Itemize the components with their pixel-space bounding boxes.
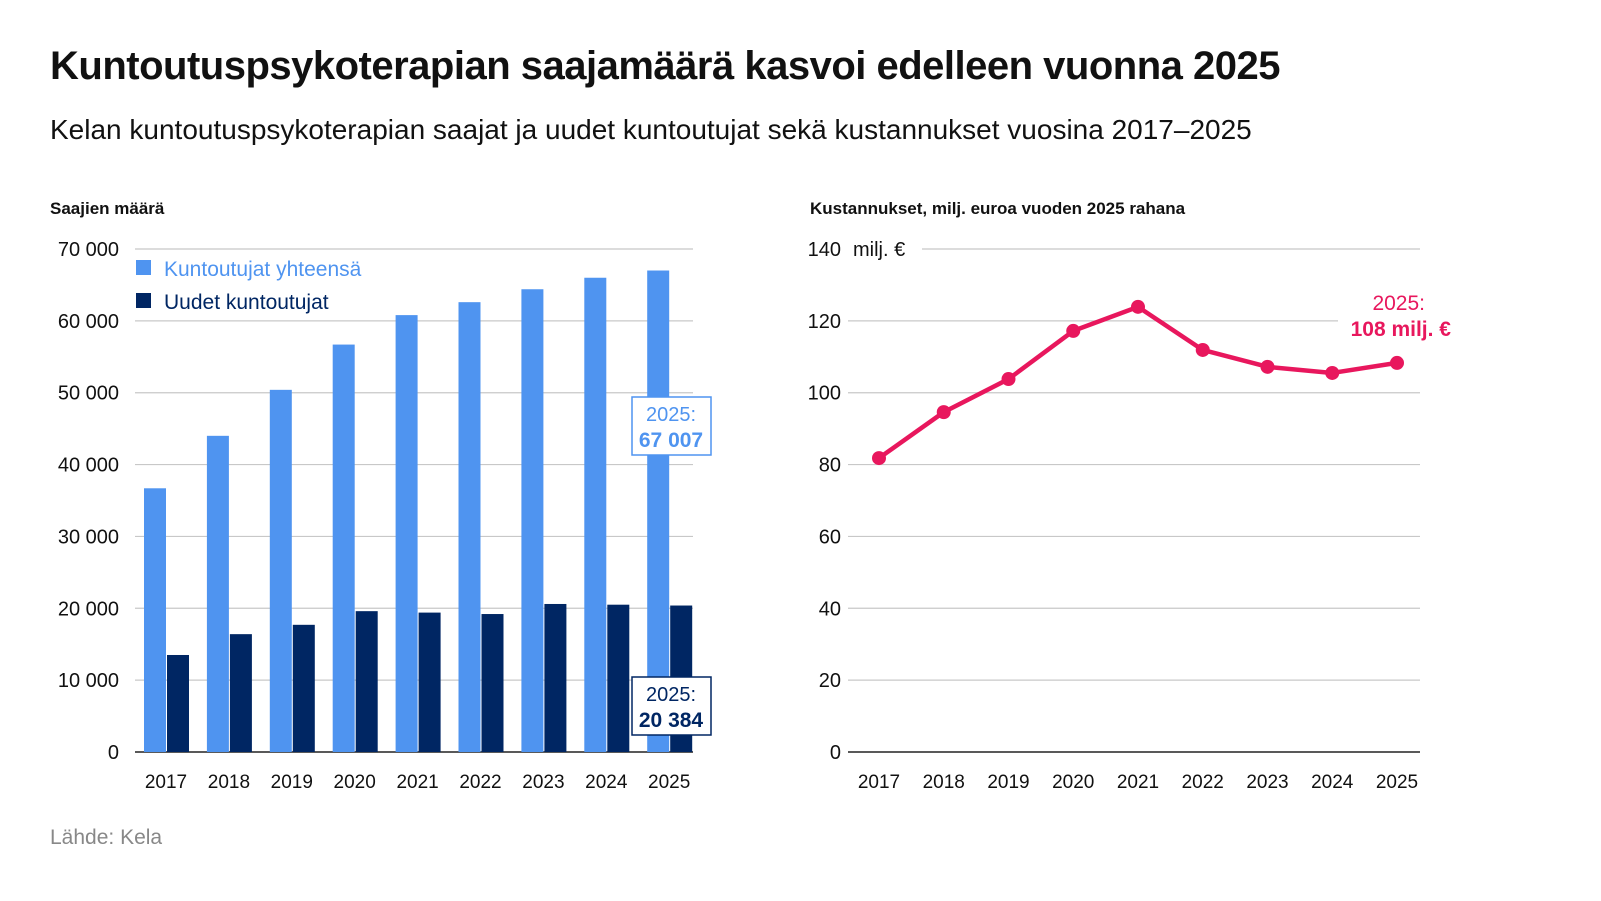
y-tick-label: 40 000	[58, 455, 119, 477]
y-tick-label: 80	[819, 455, 841, 477]
y-tick-label: 140	[808, 239, 841, 261]
x-tick-label: 2019	[987, 772, 1029, 793]
legend-label-new: Uudet kuntoutujat	[164, 291, 329, 314]
annotation-total-box	[631, 396, 712, 456]
x-tick-label: 2021	[396, 772, 438, 793]
x-tick-label: 2019	[271, 772, 313, 793]
legend-swatch-new	[136, 293, 151, 308]
bar-total	[144, 488, 166, 752]
bar-total	[206, 435, 229, 752]
annotation-new-year: 2025:	[646, 684, 696, 706]
y-tick-label: 0	[108, 742, 119, 764]
right-axis-title: Kustannukset, milj. euroa vuoden 2025 ra…	[810, 199, 1186, 218]
bar-new	[544, 603, 567, 752]
unit-label: milj. €	[853, 239, 905, 261]
left-axis-title: Saajien määrä	[50, 199, 165, 218]
chart-title: Kuntoutuspsykoterapian saajamäärä kasvoi…	[50, 44, 1281, 88]
cost-point	[1131, 299, 1145, 314]
bar-total	[332, 344, 355, 752]
y-tick-label: 60	[819, 526, 841, 548]
bar-total	[269, 389, 292, 752]
cost-point	[1066, 323, 1081, 338]
annotation-total-year: 2025:	[646, 404, 696, 426]
y-tick-label: 120	[808, 311, 841, 333]
x-tick-label: 2017	[145, 772, 187, 793]
y-tick-label: 0	[830, 742, 841, 764]
cost-point	[1001, 372, 1016, 387]
x-tick-label: 2022	[459, 772, 501, 793]
cost-point	[872, 451, 886, 466]
cost-point	[1260, 359, 1275, 374]
x-tick-label: 2025	[648, 772, 690, 793]
y-tick-label: 70 000	[58, 239, 119, 261]
y-tick-label: 10 000	[58, 670, 119, 692]
x-tick-label: 2020	[1052, 772, 1094, 793]
legend-label-total: Kuntoutujat yhteensä	[164, 258, 362, 281]
cost-point	[936, 405, 951, 420]
y-tick-label: 30 000	[58, 526, 119, 548]
y-tick-label: 20	[819, 670, 841, 692]
x-tick-label: 2023	[522, 772, 564, 793]
x-tick-label: 2021	[1117, 772, 1159, 793]
x-tick-label: 2020	[334, 772, 376, 793]
y-tick-label: 40	[819, 598, 841, 620]
cost-point	[1195, 342, 1210, 357]
annotation-new-box	[631, 676, 712, 736]
bar-total	[584, 277, 607, 752]
bar-new	[167, 654, 189, 752]
bar-new	[229, 634, 252, 752]
bar-new	[355, 611, 378, 752]
x-tick-label: 2018	[923, 772, 965, 793]
bar-total	[647, 270, 670, 752]
bar-total	[521, 289, 544, 752]
annotation-new-value: 20 384	[639, 709, 704, 732]
cost-annotation-value: 108 milj. €	[1351, 318, 1452, 341]
annotation-total-value: 67 007	[639, 429, 703, 452]
y-tick-label: 100	[808, 383, 841, 405]
x-tick-label: 2023	[1246, 772, 1288, 793]
bar-total	[395, 315, 418, 752]
cost-point	[1325, 365, 1340, 380]
bar-new	[607, 604, 630, 752]
x-tick-label: 2022	[1182, 772, 1224, 793]
y-tick-label: 20 000	[58, 598, 119, 620]
cost-point	[1390, 355, 1404, 370]
bar-total	[458, 302, 481, 752]
cost-line	[877, 304, 1398, 460]
cost-annotation-year: 2025:	[1372, 292, 1425, 315]
bar-new	[481, 614, 504, 752]
bar-new	[292, 624, 315, 752]
source-note: Lähde: Kela	[50, 826, 163, 849]
bar-new	[418, 612, 441, 752]
y-tick-label: 50 000	[58, 383, 119, 405]
x-tick-label: 2025	[1376, 772, 1418, 793]
legend-swatch-total	[136, 260, 151, 275]
x-tick-label: 2017	[858, 772, 900, 793]
chart-subtitle: Kelan kuntoutuspsykoterapian saajat ja u…	[50, 114, 1252, 145]
x-tick-label: 2024	[1311, 772, 1354, 793]
x-tick-label: 2018	[208, 772, 250, 793]
y-tick-label: 60 000	[58, 311, 119, 333]
x-tick-label: 2024	[585, 772, 628, 793]
